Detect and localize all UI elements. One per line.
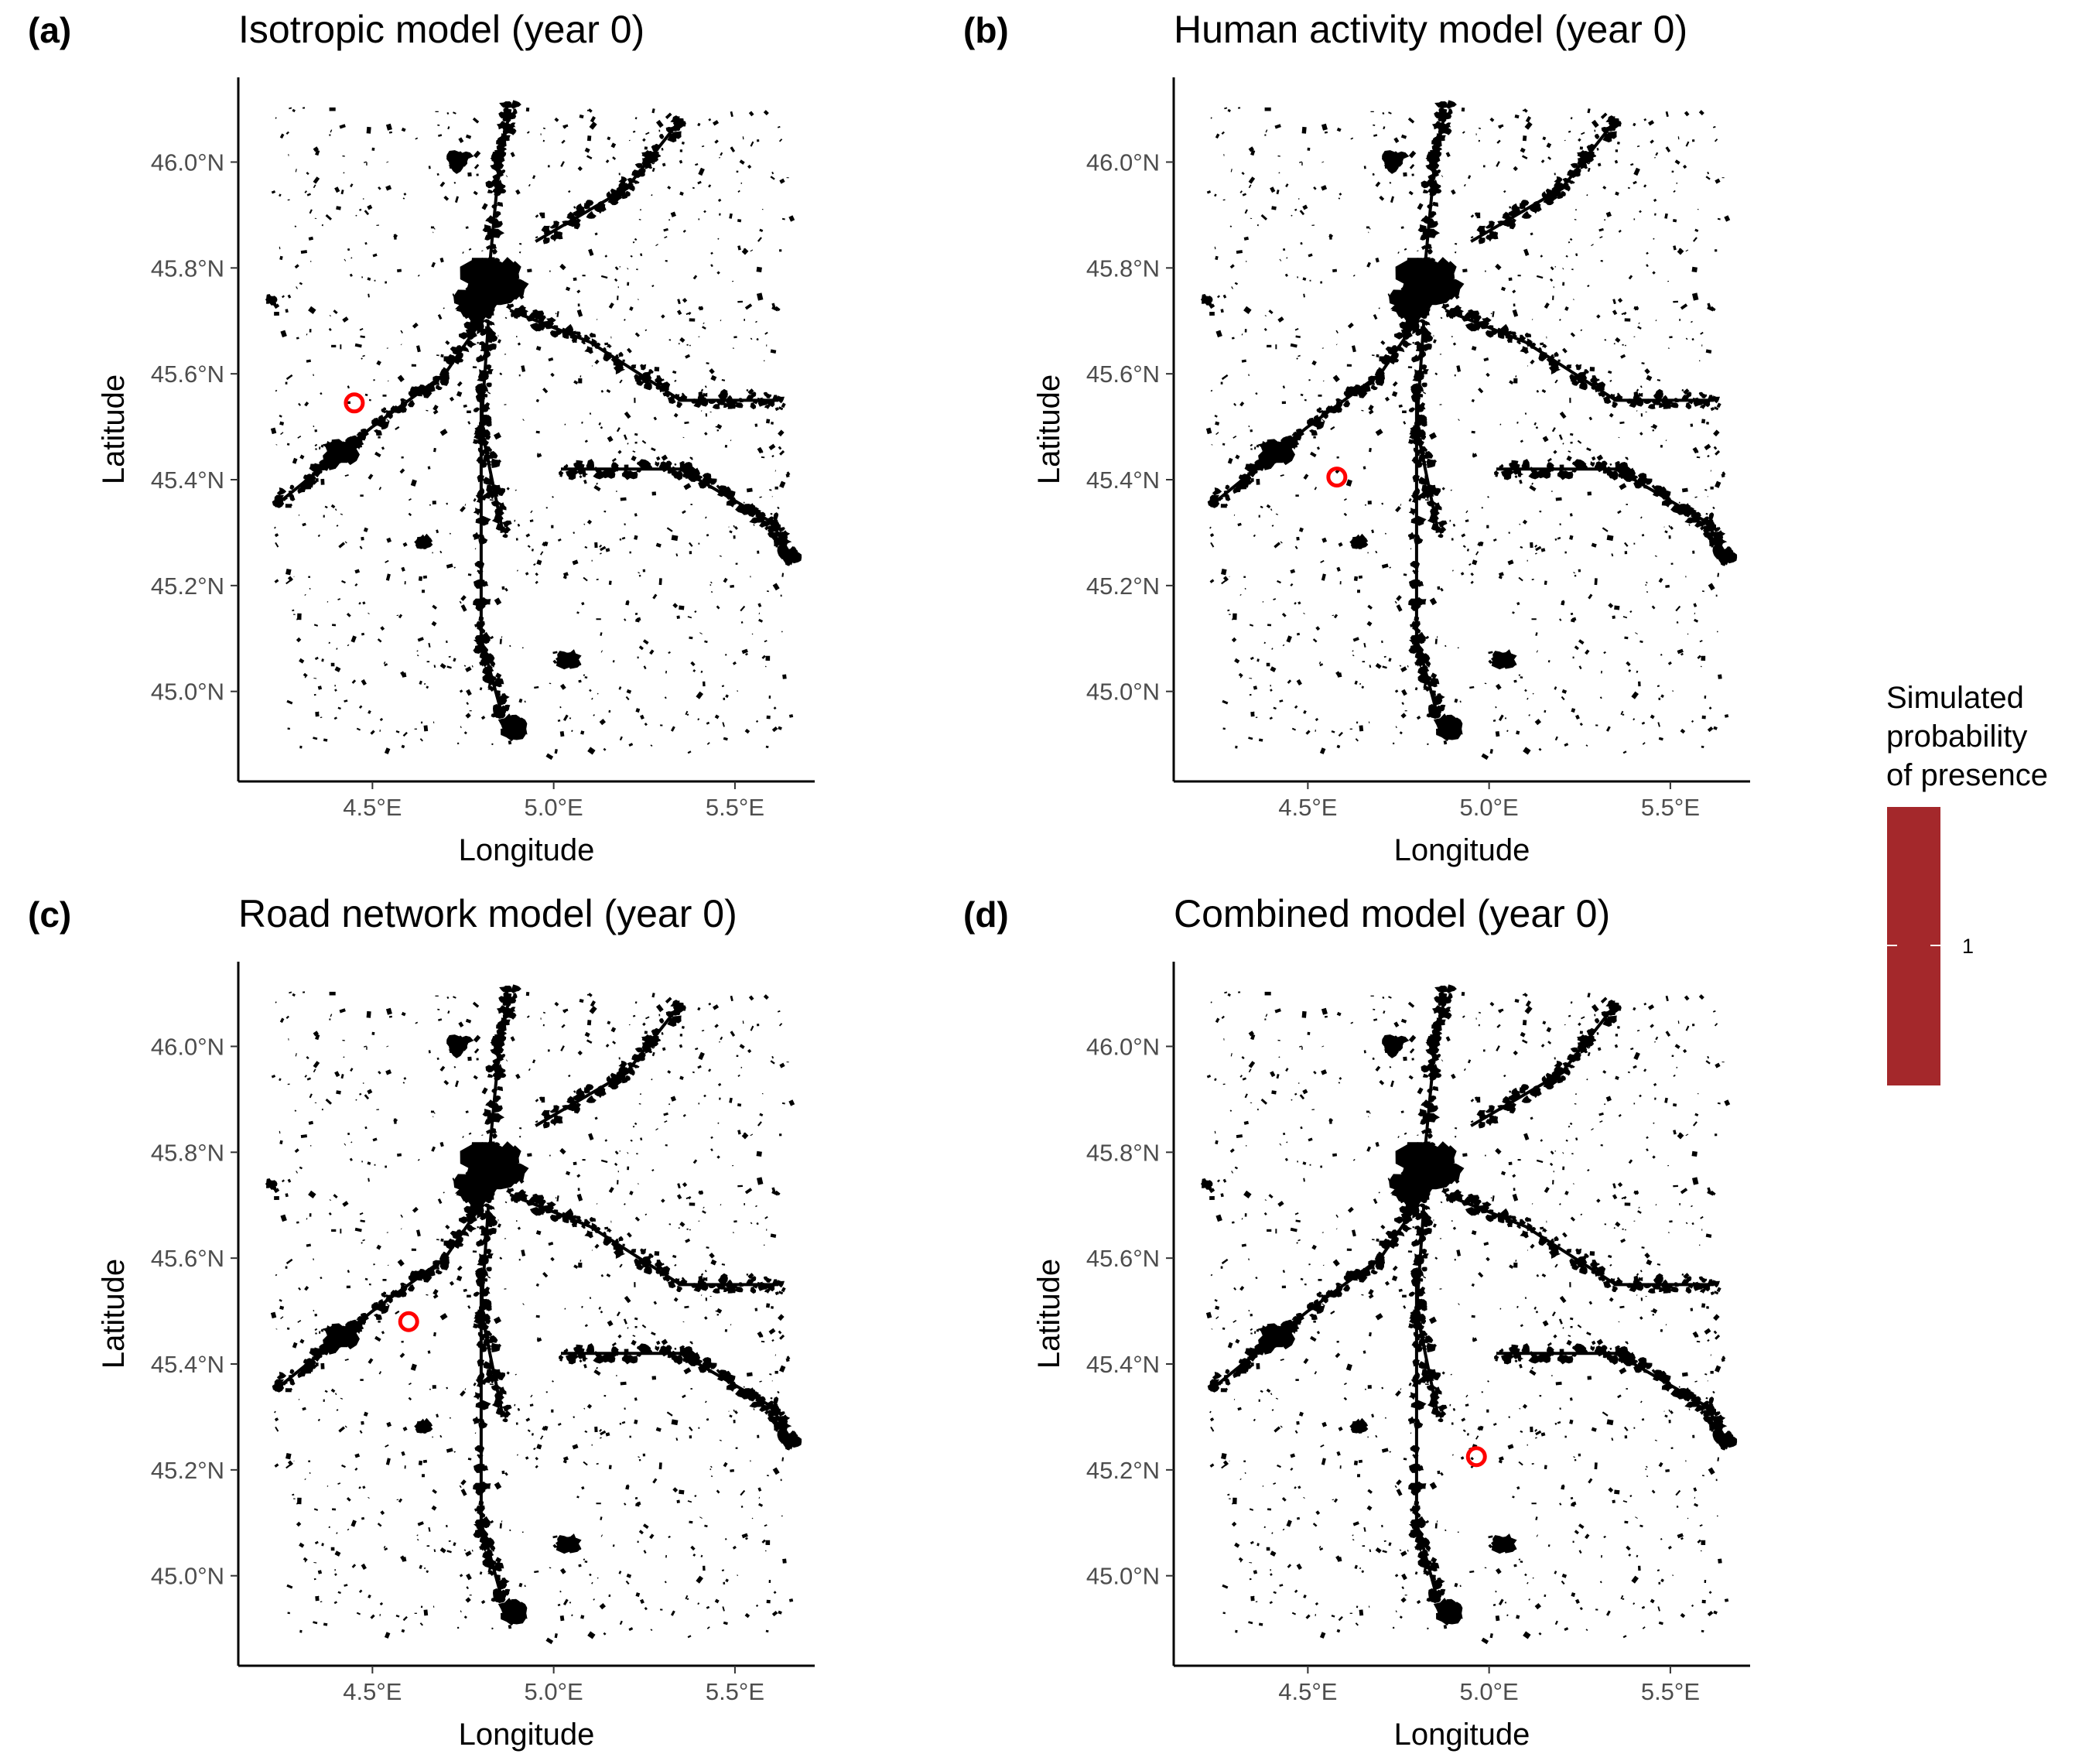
y-axis-label: Latitude xyxy=(97,374,131,484)
y-tick-label: 45.6°N xyxy=(151,1245,224,1272)
y-tick-label: 45.4°N xyxy=(151,1351,224,1378)
panel-tag: (a) xyxy=(28,10,71,50)
y-tick-label: 46.0°N xyxy=(151,1033,224,1060)
y-tick-label: 45.4°N xyxy=(151,467,224,494)
y-tick-label: 46.0°N xyxy=(151,149,224,176)
panels: (a) Isotropic model (year 0) 4.5°E 5.0°E 5.5… xyxy=(28,8,1750,1752)
x-tick-label: 5.5°E xyxy=(706,794,764,821)
legend-title-line-3: of presence xyxy=(1886,758,2048,792)
presence-point-marker xyxy=(398,1311,419,1332)
x-tick-label: 5.5°E xyxy=(1641,1678,1700,1705)
panel-tag: (c) xyxy=(28,894,71,935)
legend-title-line-1: Simulated xyxy=(1886,681,2024,715)
panel-tag: (d) xyxy=(963,894,1009,935)
x-tick-label: 4.5°E xyxy=(343,1678,402,1705)
x-tick-label: 5.5°E xyxy=(1641,794,1700,821)
x-tick-label: 5.5°E xyxy=(706,1678,764,1705)
y-tick-label: 45.0°N xyxy=(1086,1563,1160,1590)
panel-2: (c) Road network model (year 0) 4.5°E 5.0°E… xyxy=(28,892,815,1752)
y-tick-label: 45.2°N xyxy=(1086,1457,1160,1484)
y-tick-label: 45.8°N xyxy=(1086,255,1160,282)
y-tick-label: 45.6°N xyxy=(1086,1245,1160,1272)
y-tick-label: 45.8°N xyxy=(1086,1139,1160,1166)
x-axis-label: Longitude xyxy=(1394,1718,1530,1752)
legend: Simulated probability of presence 1 xyxy=(1886,681,2048,1085)
legend-title-line-2: probability xyxy=(1886,720,2027,754)
x-tick-label: 4.5°E xyxy=(343,794,402,821)
panel-3: (d) Combined model (year 0) 4.5°E 5.0°E 5.5°… xyxy=(963,892,1750,1752)
y-tick-label: 45.6°N xyxy=(151,361,224,388)
legend-tick-label: 1 xyxy=(1962,935,1974,958)
x-tick-label: 5.0°E xyxy=(525,1678,583,1705)
y-tick-label: 45.2°N xyxy=(151,1457,224,1484)
y-tick-label: 46.0°N xyxy=(1086,149,1160,176)
y-axis-label: Latitude xyxy=(97,1259,131,1369)
panel-tag: (b) xyxy=(963,10,1009,50)
x-tick-label: 5.0°E xyxy=(1460,794,1519,821)
settlement-map xyxy=(1198,983,1739,1646)
presence-point-marker xyxy=(344,392,365,414)
y-tick-label: 45.0°N xyxy=(151,679,224,706)
x-axis-label: Longitude xyxy=(459,833,595,867)
x-tick-label: 5.0°E xyxy=(525,794,583,821)
y-tick-label: 45.0°N xyxy=(151,1563,224,1590)
x-axis-label: Longitude xyxy=(459,1718,595,1752)
y-tick-label: 45.8°N xyxy=(151,1139,224,1166)
x-tick-label: 5.0°E xyxy=(1460,1678,1519,1705)
panel-0: (a) Isotropic model (year 0) 4.5°E 5.0°E 5.5… xyxy=(28,8,815,867)
presence-point-marker xyxy=(1465,1446,1487,1468)
x-axis-label: Longitude xyxy=(1394,833,1530,867)
settlement-map xyxy=(1198,98,1739,762)
panel-1: (b) Human activity model (year 0) 4.5°E 5.0… xyxy=(963,8,1750,867)
panel-title: Isotropic model (year 0) xyxy=(238,8,644,51)
y-tick-label: 45.6°N xyxy=(1086,361,1160,388)
y-tick-label: 45.8°N xyxy=(151,255,224,282)
y-tick-label: 45.4°N xyxy=(1086,1351,1160,1378)
presence-point-marker xyxy=(1326,467,1348,488)
settlement-map xyxy=(263,98,804,762)
panel-title: Human activity model (year 0) xyxy=(1174,8,1687,51)
settlement-map xyxy=(263,983,804,1646)
y-tick-label: 45.0°N xyxy=(1086,679,1160,706)
y-tick-label: 45.2°N xyxy=(1086,573,1160,600)
y-axis-label: Latitude xyxy=(1032,1259,1066,1369)
x-tick-label: 4.5°E xyxy=(1278,794,1337,821)
y-tick-label: 46.0°N xyxy=(1086,1033,1160,1060)
x-tick-label: 4.5°E xyxy=(1278,1678,1337,1705)
panel-title: Road network model (year 0) xyxy=(238,892,737,935)
panel-title: Combined model (year 0) xyxy=(1174,892,1610,935)
y-axis-label: Latitude xyxy=(1032,374,1066,484)
y-tick-label: 45.4°N xyxy=(1086,467,1160,494)
y-tick-label: 45.2°N xyxy=(151,573,224,600)
